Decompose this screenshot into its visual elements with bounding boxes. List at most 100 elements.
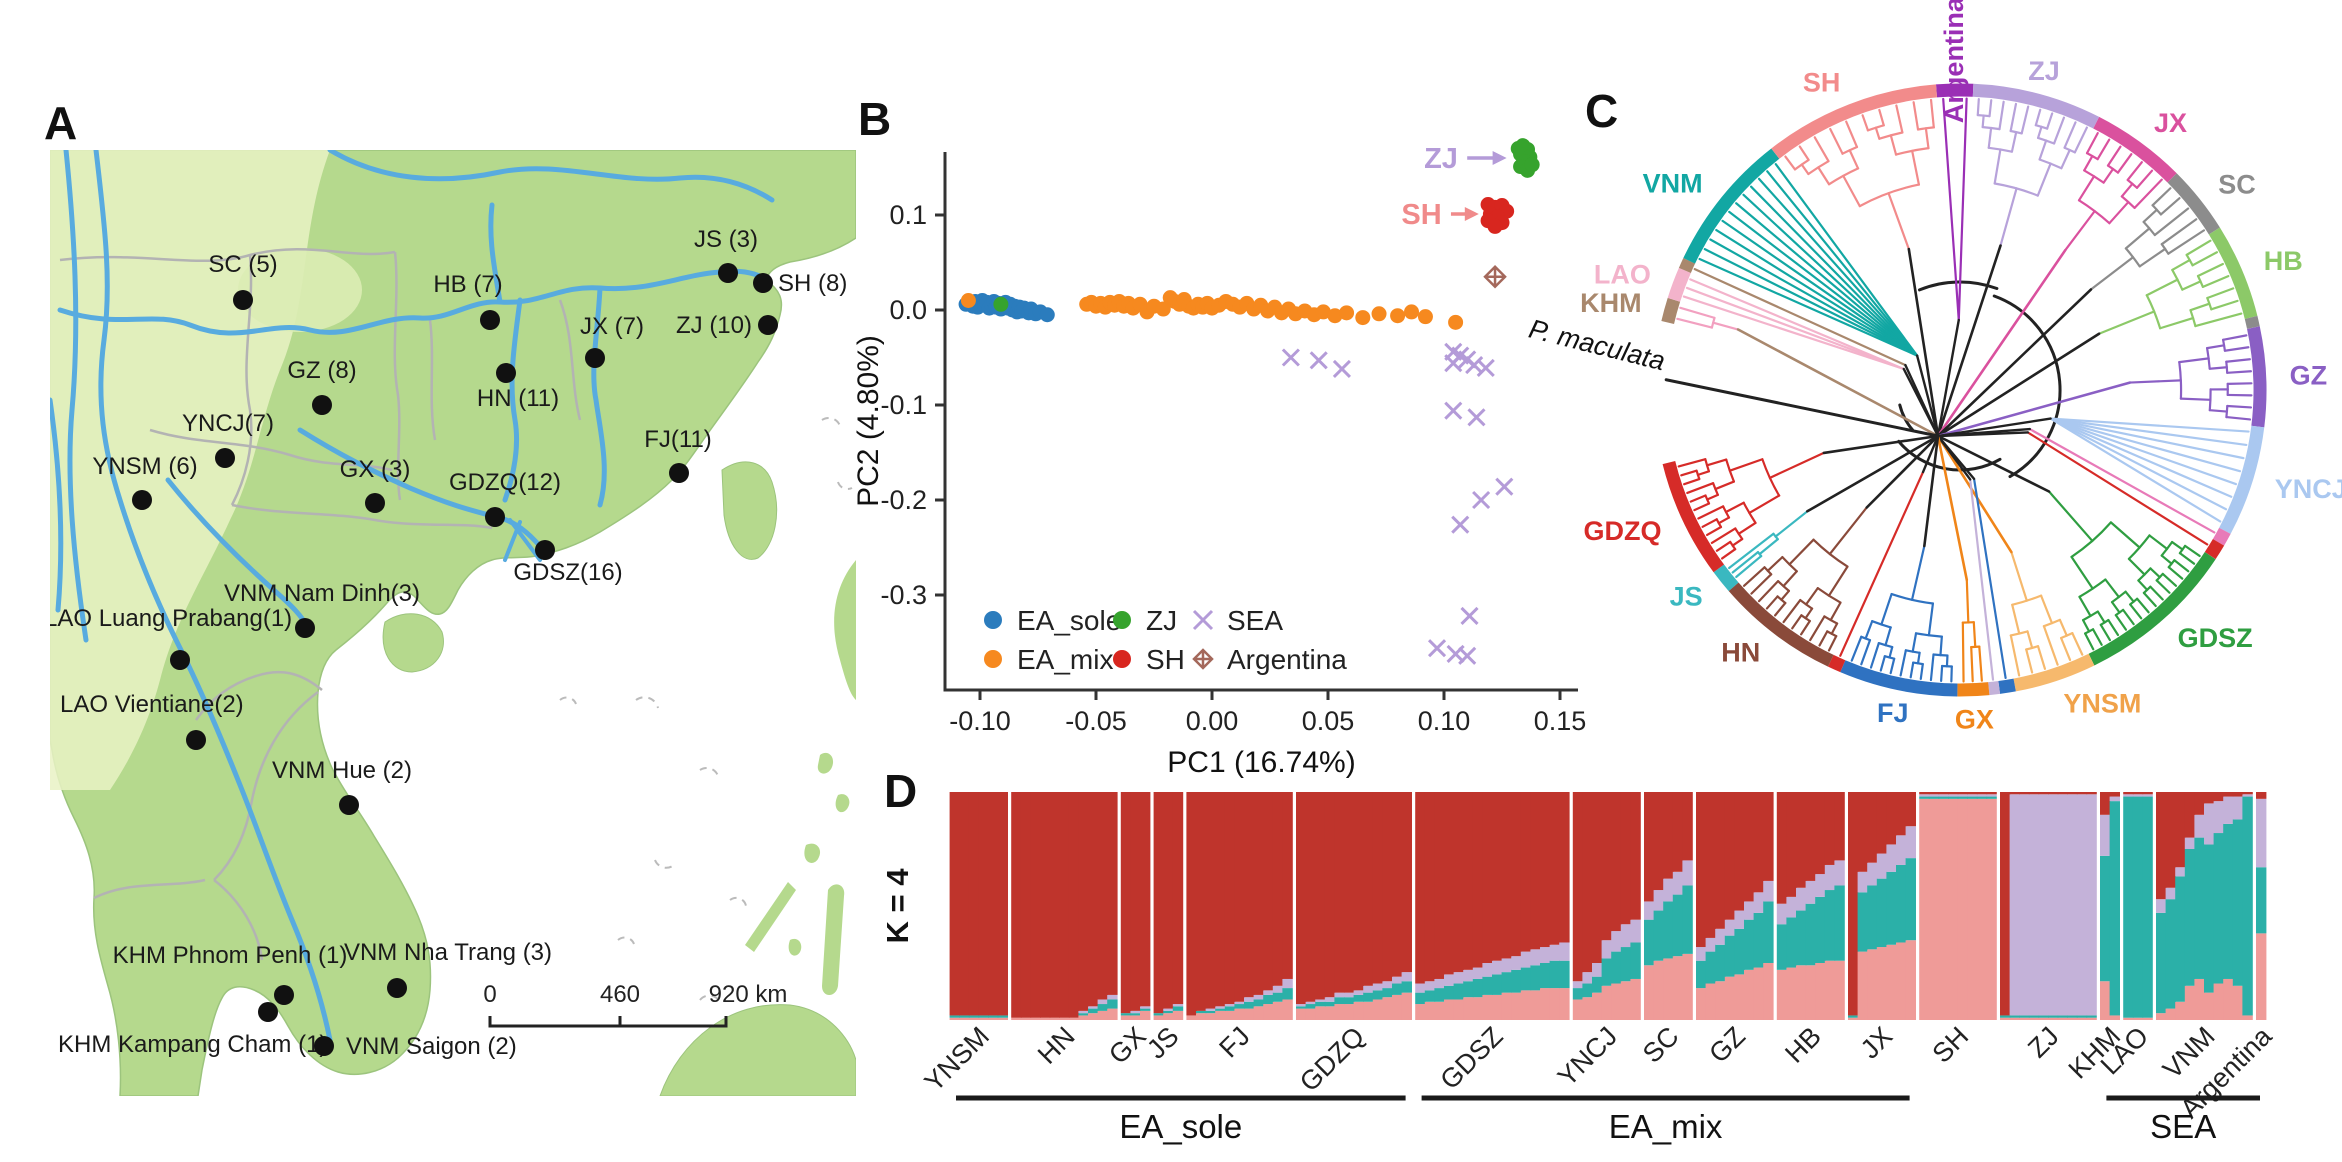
admixture-bar-segment xyxy=(1928,792,1940,795)
tree-internal-branch xyxy=(1696,470,1711,476)
admixture-bar-segment xyxy=(1549,944,1560,961)
admixture-bar-segment xyxy=(1272,792,1284,986)
tree-leaf-branch xyxy=(2226,404,2253,409)
admixture-bar-segment xyxy=(2242,796,2253,1016)
pca-y-tick-label: -0.3 xyxy=(880,580,927,610)
admixture-bar-segment xyxy=(1392,792,1403,977)
pca-point xyxy=(1404,304,1420,320)
pca-legend-label-ZJ: ZJ xyxy=(1146,605,1177,636)
admixture-bar-segment xyxy=(1848,792,1859,1016)
admixture-bar-segment xyxy=(1078,1010,1089,1014)
admixture-bar-segment xyxy=(1776,903,1788,925)
tree-stem xyxy=(1936,381,2132,438)
map-site-label: JS (3) xyxy=(694,226,758,253)
admixture-bar-segment xyxy=(1986,798,1997,1020)
admixture-bar-segment xyxy=(2109,796,2120,802)
tree-leaf-branch xyxy=(1750,573,1773,595)
admixture-pop-label-HN: HN xyxy=(1032,1021,1081,1070)
admixture-bar-segment xyxy=(2156,899,2167,913)
admixture-bar-segment xyxy=(1401,792,1412,973)
admixture-bar-segment xyxy=(1324,792,1336,998)
admixture-bar-segment xyxy=(1305,1001,1316,1005)
tree-ring-segment-sliver xyxy=(2204,538,2225,560)
tree-internal-branch xyxy=(1880,592,1893,626)
tree-internal-branch xyxy=(1705,458,1728,467)
admixture-bar-segment xyxy=(1682,953,1693,1020)
tree-internal-branch xyxy=(1828,506,1868,556)
tree-outgroup-branch xyxy=(1664,378,1940,438)
admixture-bar-segment xyxy=(2038,1015,2049,1018)
tree-leaf-branch xyxy=(1709,238,1919,357)
admixture-bar-segment xyxy=(1905,792,1916,827)
admixture-bar-segment xyxy=(1896,792,1907,836)
admixture-bar-segment xyxy=(1763,880,1774,902)
map-site-dot xyxy=(258,1002,278,1022)
pca-point xyxy=(1448,314,1464,330)
tree-leaf-branch xyxy=(2160,218,2198,246)
admixture-bar-segment xyxy=(2165,1008,2176,1020)
admixture-bar-segment xyxy=(1724,976,1736,1020)
admixture-bar-segment xyxy=(1382,792,1393,982)
tree-group-label-HN: HN xyxy=(1721,638,1760,668)
tree-leaf-branch xyxy=(1800,619,1811,636)
tree-internal-branch xyxy=(2039,594,2054,625)
admixture-bar-segment xyxy=(2000,1015,2011,1018)
admixture-bar-segment xyxy=(1107,999,1118,1009)
tree-leaf-branch xyxy=(1682,295,1905,371)
tree-internal-branch xyxy=(1782,570,1798,588)
admixture-bar-segment xyxy=(1744,901,1755,920)
admixture-bar-segment xyxy=(1705,792,1716,938)
pca-legend-label-SH: SH xyxy=(1146,644,1185,675)
admixture-bar-segment xyxy=(1382,981,1393,989)
admixture-bar-segment xyxy=(2086,792,2097,795)
admixture-bar-segment xyxy=(1305,792,1316,1002)
pca-annotation-arrowhead xyxy=(1464,207,1479,222)
admixture-bar-segment xyxy=(1511,956,1522,970)
tree-internal-branch xyxy=(2089,256,2135,291)
admixture-bar-segment xyxy=(1976,794,1988,797)
admixture-bar-segment xyxy=(2048,794,2059,1016)
panel-label-a: A xyxy=(44,97,78,149)
tree-leaf-branch xyxy=(1765,595,1779,610)
tree-internal-branch xyxy=(2036,162,2052,197)
admixture-bar-segment xyxy=(1444,999,1455,1020)
admixture-bar-segment xyxy=(1482,994,1493,1020)
admixture-bar-segment xyxy=(1415,1004,1426,1020)
tree-internal-branch xyxy=(2208,409,2229,413)
tree-ring-segment-sliver xyxy=(1998,678,2016,694)
tree-internal-branch xyxy=(1842,174,1861,208)
admixture-bar-segment xyxy=(1196,792,1207,1011)
tree-stem xyxy=(1936,332,2101,438)
admixture-bar-segment xyxy=(1296,792,1307,1005)
map-luzon-island xyxy=(834,560,856,700)
map-site-label: GX (3) xyxy=(340,456,411,483)
tree-leaf-branch xyxy=(2049,417,2233,498)
tree-leaf-branch xyxy=(2049,417,2245,460)
tree-leaf-branch xyxy=(1774,601,1787,617)
admixture-bar-segment xyxy=(1572,988,1584,1000)
admixture-bar-segment xyxy=(997,1015,1008,1018)
tree-leaf-branch xyxy=(2196,262,2224,278)
tree-leaf-branch xyxy=(2225,415,2252,421)
admixture-bar-segment xyxy=(1392,994,1403,1020)
admixture-bar-segment xyxy=(2175,792,2186,868)
admixture-bar-segment xyxy=(2057,1017,2068,1020)
map-site-label: KHM Phnom Penh (1) xyxy=(113,942,348,969)
tree-leaf-branch xyxy=(1818,630,1829,647)
tree-ring-segment-sliver xyxy=(2244,315,2260,329)
admixture-bar-segment xyxy=(1120,792,1132,1014)
admixture-bar-segment xyxy=(1611,931,1622,952)
tree-internal-branch xyxy=(1889,134,1898,156)
tree-internal-branch xyxy=(1911,149,1921,186)
admixture-bar-segment xyxy=(1549,960,1560,989)
admixture-bar-segment xyxy=(1948,796,1959,799)
tree-leaf-branch xyxy=(1715,540,1732,552)
admixture-bar-segment xyxy=(2076,1015,2088,1018)
admixture-pop-label-GDZQ: GDZQ xyxy=(1294,1021,1370,1097)
admixture-bar-segment xyxy=(949,1017,960,1020)
tree-leaf-branch xyxy=(2153,207,2190,237)
pca-x-tick-label: 0.10 xyxy=(1418,706,1471,736)
map-site-dot xyxy=(186,730,206,750)
tree-internal-branch xyxy=(2058,618,2068,637)
tree-leaf-branch xyxy=(2042,625,2059,666)
